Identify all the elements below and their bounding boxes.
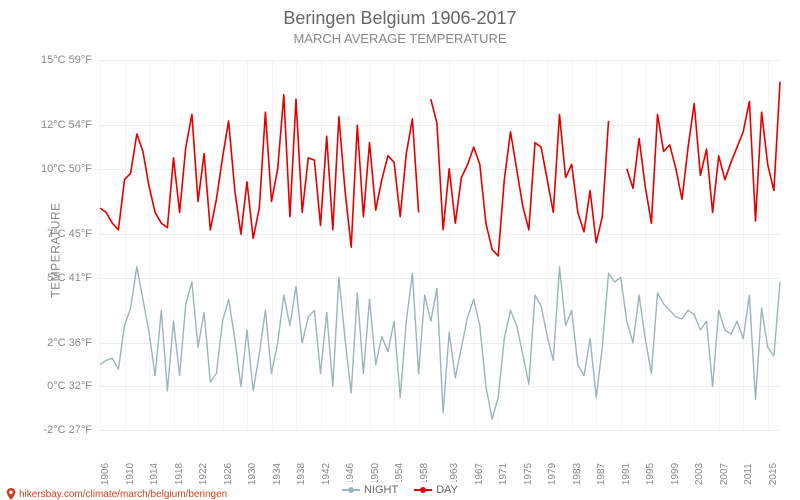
y-tick: 10°C 50°F bbox=[41, 163, 92, 175]
gridline bbox=[100, 430, 780, 431]
legend-marker-day bbox=[414, 489, 432, 491]
x-tick: 1926 bbox=[223, 463, 234, 485]
chart-subtitle: March Average Temperature bbox=[0, 29, 800, 46]
y-tick: 2°C 36°F bbox=[47, 337, 92, 349]
x-tick: 1975 bbox=[523, 463, 534, 485]
y-tick: 15°C 59°F bbox=[41, 54, 92, 66]
y-tick: -2°C 27°F bbox=[43, 424, 92, 436]
y-tick: 0°C 32°F bbox=[47, 380, 92, 392]
legend-marker-night bbox=[342, 489, 360, 491]
series-line-day bbox=[100, 95, 419, 247]
series-line-night bbox=[100, 267, 780, 419]
map-pin-icon bbox=[6, 488, 16, 500]
x-tick: 1942 bbox=[321, 463, 332, 485]
x-tick: 1914 bbox=[149, 463, 160, 485]
x-tick: 1906 bbox=[100, 463, 111, 485]
y-tick: 5°C 41°F bbox=[47, 272, 92, 284]
x-tick: 1979 bbox=[547, 463, 558, 485]
x-tick: 1922 bbox=[198, 463, 209, 485]
x-tick: 2003 bbox=[694, 463, 705, 485]
legend-label-night: NIGHT bbox=[364, 484, 398, 496]
x-tick: 2015 bbox=[768, 463, 779, 485]
y-tick: 12°C 54°F bbox=[41, 119, 92, 131]
chart-lines bbox=[100, 60, 780, 430]
attribution-text: hikersbay.com/climate/march/belgium/beri… bbox=[19, 489, 227, 500]
attribution: hikersbay.com/climate/march/belgium/beri… bbox=[6, 488, 227, 500]
x-tick: 2007 bbox=[719, 463, 730, 485]
x-tick: 1918 bbox=[174, 463, 185, 485]
x-tick: 1930 bbox=[247, 463, 258, 485]
y-tick: 7°C 45°F bbox=[47, 228, 92, 240]
series-line-day bbox=[627, 82, 780, 223]
x-tick: 1910 bbox=[125, 463, 136, 485]
chart-title: Beringen Belgium 1906-2017 bbox=[0, 0, 800, 29]
x-tick: 2011 bbox=[743, 463, 754, 485]
x-tick: 1983 bbox=[572, 463, 583, 485]
chart-container: Beringen Belgium 1906-2017 March Average… bbox=[0, 0, 800, 500]
x-tick: 1999 bbox=[670, 463, 681, 485]
x-tick: 1967 bbox=[474, 463, 485, 485]
legend-item-night: NIGHT bbox=[342, 484, 398, 496]
plot-area bbox=[100, 60, 780, 430]
x-tick: 1938 bbox=[296, 463, 307, 485]
legend-item-day: DAY bbox=[414, 484, 458, 496]
x-tick: 1995 bbox=[645, 463, 656, 485]
x-tick: 1971 bbox=[498, 463, 509, 485]
x-tick: 1987 bbox=[596, 463, 607, 485]
legend-label-day: DAY bbox=[436, 484, 458, 496]
series-line-day bbox=[431, 99, 609, 256]
y-axis-ticks: -2°C 27°F0°C 32°F2°C 36°F5°C 41°F7°C 45°… bbox=[0, 60, 100, 430]
x-tick: 1934 bbox=[272, 463, 283, 485]
x-tick: 1991 bbox=[621, 463, 632, 485]
legend: NIGHT DAY bbox=[334, 482, 466, 498]
